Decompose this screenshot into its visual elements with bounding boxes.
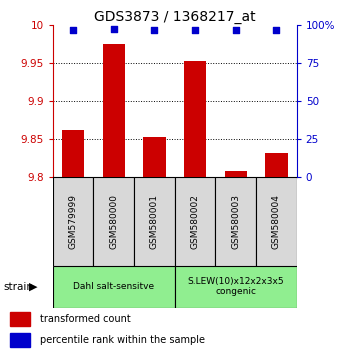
Text: percentile rank within the sample: percentile rank within the sample <box>40 335 205 345</box>
Point <box>111 27 117 32</box>
Bar <box>10 333 30 347</box>
Bar <box>265 153 287 177</box>
Bar <box>216 177 256 266</box>
Bar <box>224 171 247 177</box>
Bar <box>53 177 93 266</box>
Bar <box>10 312 30 326</box>
Text: GSM580002: GSM580002 <box>191 194 199 249</box>
Text: GSM579999: GSM579999 <box>69 194 78 249</box>
Point <box>233 27 238 33</box>
Text: transformed count: transformed count <box>40 314 131 324</box>
Bar <box>143 137 166 177</box>
Bar <box>103 44 125 177</box>
Point <box>71 27 76 33</box>
Text: GSM580003: GSM580003 <box>231 194 240 249</box>
Text: GSM580004: GSM580004 <box>272 194 281 249</box>
Bar <box>175 177 216 266</box>
Bar <box>184 61 206 177</box>
Text: GSM580000: GSM580000 <box>109 194 118 249</box>
Point <box>152 27 157 33</box>
Point <box>192 27 198 33</box>
Bar <box>93 177 134 266</box>
Text: ▶: ▶ <box>29 282 38 292</box>
Title: GDS3873 / 1368217_at: GDS3873 / 1368217_at <box>94 10 255 24</box>
Bar <box>53 266 175 308</box>
Text: GSM580001: GSM580001 <box>150 194 159 249</box>
Text: Dahl salt-sensitve: Dahl salt-sensitve <box>73 282 154 291</box>
Text: S.LEW(10)x12x2x3x5
congenic: S.LEW(10)x12x2x3x5 congenic <box>188 277 284 296</box>
Text: strain: strain <box>3 282 33 292</box>
Bar <box>62 130 84 177</box>
Point <box>273 27 279 33</box>
Bar <box>175 266 297 308</box>
Bar <box>134 177 175 266</box>
Bar <box>256 177 297 266</box>
